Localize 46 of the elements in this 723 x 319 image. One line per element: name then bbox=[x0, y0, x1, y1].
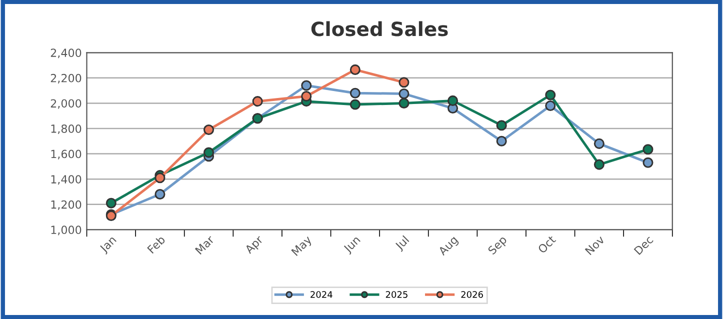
point bbox=[203, 124, 214, 136]
y-tick-label: 1,200 bbox=[51, 200, 82, 210]
point bbox=[545, 100, 556, 112]
point bbox=[594, 138, 604, 149]
point bbox=[350, 64, 360, 75]
x-tick-label: Dec bbox=[634, 235, 654, 256]
y-tick-label: 2,200 bbox=[50, 74, 82, 84]
chart-title: Closed Sales bbox=[311, 21, 448, 36]
x-tick-label: Jan bbox=[98, 235, 118, 255]
x-tick-label: Jul bbox=[394, 235, 411, 252]
point bbox=[642, 157, 654, 168]
point bbox=[301, 80, 312, 91]
x-tick-label: Mar bbox=[194, 234, 215, 255]
x-tick-label: Oct bbox=[537, 234, 556, 254]
point bbox=[154, 172, 166, 184]
y-tick-label: 1,800 bbox=[51, 124, 82, 134]
point bbox=[301, 90, 312, 102]
point bbox=[545, 90, 556, 100]
y-tick-label: 2,000 bbox=[50, 99, 82, 109]
x-tick-label: Jun bbox=[342, 235, 362, 255]
legend-label: 2025 bbox=[386, 291, 408, 298]
y-tick-label: 1,600 bbox=[51, 150, 82, 160]
point bbox=[106, 198, 116, 208]
y-tick-label: 2,400 bbox=[50, 48, 82, 58]
point bbox=[203, 147, 214, 158]
x-tick-label: Aug bbox=[438, 235, 460, 258]
y-tick-label: 1,000 bbox=[51, 226, 82, 236]
x-tick-label: Sep bbox=[487, 235, 509, 256]
x-tick-label: Nov bbox=[584, 235, 606, 256]
point bbox=[398, 98, 410, 108]
point bbox=[448, 95, 458, 106]
point bbox=[350, 88, 360, 98]
point bbox=[350, 99, 360, 110]
x-tick-label: Apr bbox=[244, 234, 266, 256]
x-tick-label: Feb bbox=[146, 234, 166, 254]
point bbox=[496, 120, 507, 131]
point bbox=[496, 136, 507, 146]
point bbox=[398, 77, 410, 88]
point bbox=[642, 144, 654, 155]
point bbox=[594, 159, 604, 170]
legend-label: 2026 bbox=[461, 291, 483, 298]
point bbox=[252, 96, 263, 107]
point bbox=[154, 188, 166, 200]
point bbox=[398, 88, 410, 100]
legend-label: 2024 bbox=[310, 291, 332, 298]
y-tick-label: 1,400 bbox=[51, 175, 82, 185]
